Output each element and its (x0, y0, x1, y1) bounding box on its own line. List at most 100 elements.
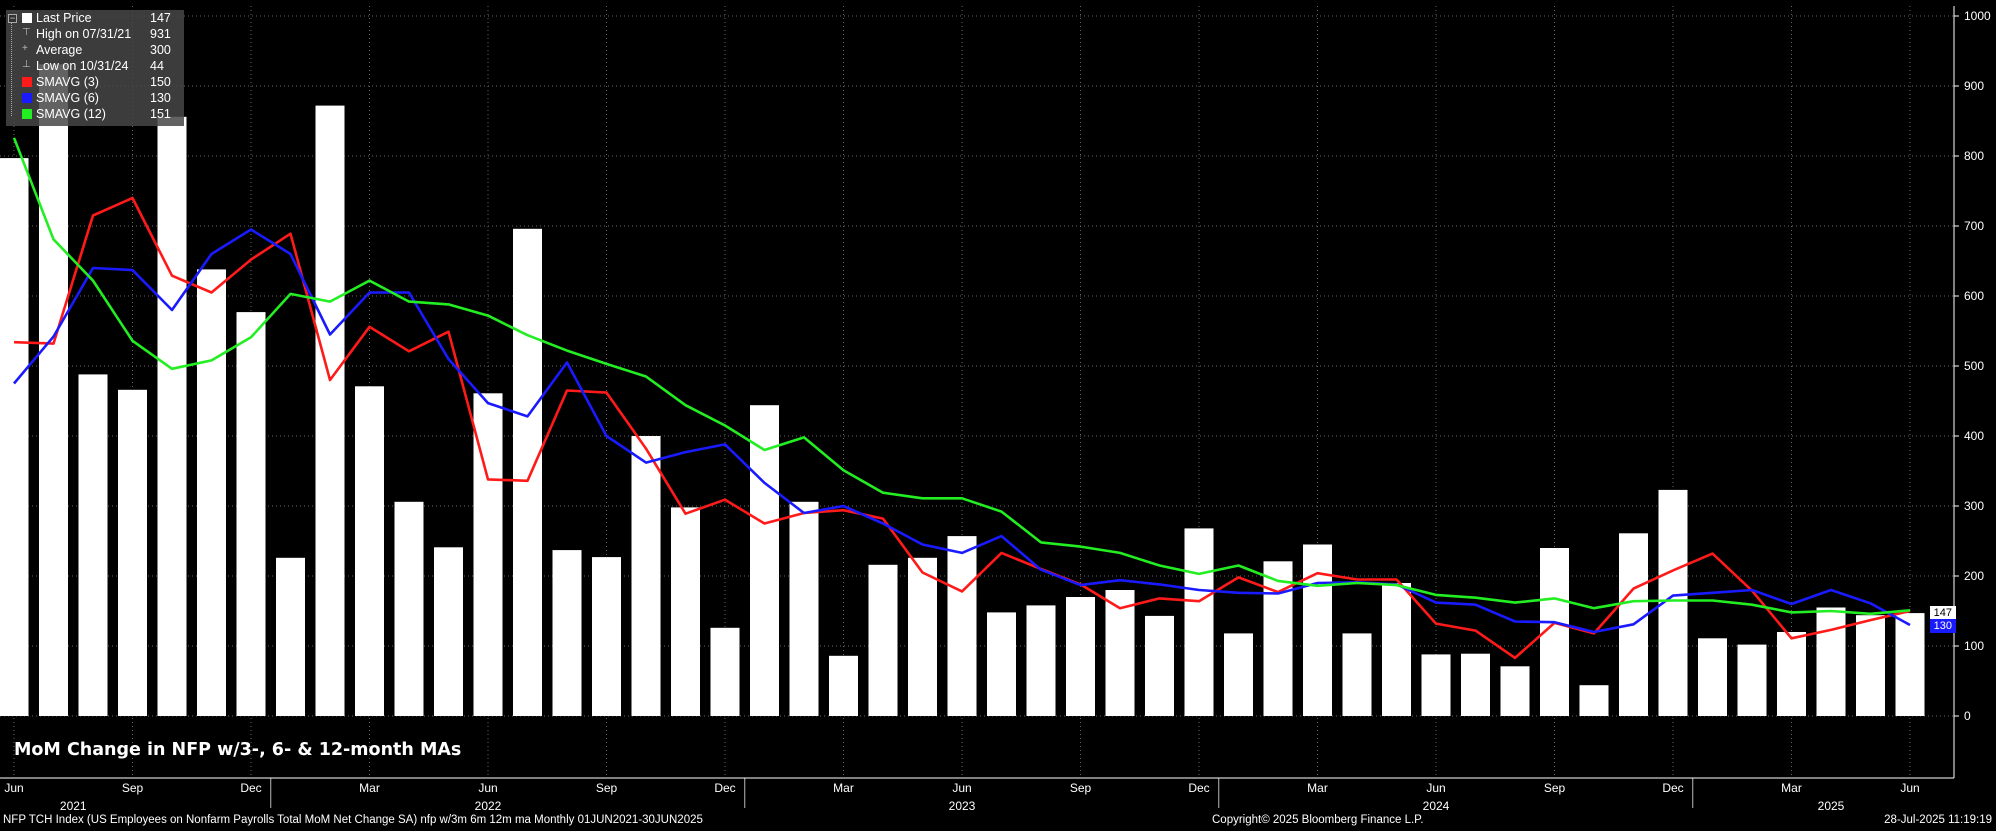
legend-label: Last Price (36, 11, 92, 25)
bar (236, 312, 266, 716)
bar (118, 389, 147, 716)
x-tick-label: Mar (359, 781, 380, 795)
y-tick-label: 1000 (1964, 9, 1991, 23)
y-tick-label: 200 (1964, 569, 1984, 583)
y-tick-label: 400 (1964, 429, 1984, 443)
legend-symbol-icon: ⊤ (22, 27, 31, 38)
line-series (12, 137, 1911, 660)
x-tick-label: Dec (1662, 781, 1683, 795)
x-tick-label: Sep (1070, 781, 1092, 795)
legend-item[interactable]: SMAVG (6) 130 (6, 90, 184, 106)
line-smavg-6- (13, 228, 1911, 634)
bar (710, 627, 740, 716)
last-value-tag: 147 (1929, 606, 1956, 620)
bar (1026, 605, 1056, 716)
axes: 0 100 200 300 400 500 600 700 800 900 1000 Jun Sep De… (0, 6, 1991, 813)
bar (78, 374, 108, 716)
x-tick-label: Jun (478, 781, 497, 795)
y-tick-label: 900 (1964, 79, 1984, 93)
y-tick-label: 800 (1964, 149, 1984, 163)
footer-copyright: Copyright© 2025 Bloomberg Finance L.P. (1212, 814, 1424, 826)
bar-series (0, 64, 1925, 717)
x-tick-label: Dec (714, 781, 735, 795)
y-tick-label: 0 (1964, 709, 1971, 723)
bar (1461, 653, 1490, 716)
y-tick-label: 300 (1964, 499, 1984, 513)
bar (1184, 528, 1214, 716)
bar (1698, 638, 1727, 716)
footer-timestamp: 28-Jul-2025 11:19:19 (1884, 814, 1992, 826)
bar (394, 501, 424, 716)
bar (592, 557, 621, 716)
bar (671, 507, 700, 716)
footer-description: NFP TCH Index (US Employees on Nonfarm P… (3, 814, 703, 826)
bar (1895, 613, 1925, 716)
x-tick-label: Jun (952, 781, 971, 795)
bar (513, 228, 542, 717)
legend-label: SMAVG (12) (36, 107, 106, 121)
bar (947, 536, 977, 716)
legend-label: SMAVG (3) (36, 75, 99, 89)
x-tick-label: Mar (1307, 781, 1328, 795)
year-label: 2025 (1818, 799, 1845, 813)
legend-item[interactable]: ⊥ Low on 10/31/24 44 (6, 58, 184, 74)
bar (1500, 666, 1530, 716)
bar (1579, 685, 1609, 716)
bar (1382, 583, 1411, 716)
legend-value: 44 (150, 59, 164, 73)
bar (197, 269, 226, 716)
bar (1856, 615, 1885, 716)
legend-symbol-icon: ⊥ (22, 59, 31, 70)
year-label: 2022 (475, 799, 502, 813)
legend-item[interactable]: ⊤ High on 07/31/21 931 (6, 26, 184, 42)
x-tick-label: Jun (1426, 781, 1445, 795)
bar (434, 547, 463, 716)
bar (1303, 544, 1332, 716)
y-tick-label: 100 (1964, 639, 1984, 653)
x-tick-label: Dec (1188, 781, 1209, 795)
legend-value: 130 (150, 91, 171, 105)
bar (552, 550, 582, 716)
x-tick-label: Mar (1781, 781, 1802, 795)
x-tick-label: Mar (833, 781, 854, 795)
bar (1066, 597, 1095, 716)
legend-item[interactable]: SMAVG (3) 150 (6, 74, 184, 90)
legend-value: 931 (150, 27, 171, 41)
legend-item[interactable]: + Average 300 (6, 42, 184, 58)
legend-symbol-icon (22, 109, 32, 119)
year-label: 2023 (949, 799, 976, 813)
bar (789, 501, 819, 716)
legend-tree-line (11, 18, 18, 116)
bar (1342, 633, 1372, 716)
x-tick-label: Jun (1900, 781, 1919, 795)
legend-item[interactable]: Last Price 147 (6, 10, 184, 26)
legend-value: 151 (150, 107, 171, 121)
year-label: 2021 (60, 799, 87, 813)
y-tick-label: 700 (1964, 219, 1984, 233)
bar (276, 557, 305, 716)
bar (1816, 607, 1846, 716)
bar (315, 105, 345, 717)
x-tick-label: Jun (4, 781, 23, 795)
x-tick-label: Sep (596, 781, 618, 795)
bar (868, 564, 898, 716)
bar (355, 386, 384, 716)
legend-value: 147 (150, 11, 171, 25)
legend-symbol-icon (22, 93, 32, 103)
legend-value: 300 (150, 43, 171, 57)
y-tick-label: 600 (1964, 289, 1984, 303)
line-smavg-3- (13, 196, 1911, 660)
x-tick-label: Sep (122, 781, 144, 795)
bar (0, 158, 29, 717)
bar (39, 64, 68, 717)
bar (750, 405, 779, 716)
bar (987, 612, 1016, 716)
collapse-icon[interactable]: − (8, 13, 17, 23)
legend-symbol-icon (22, 77, 32, 87)
bar (829, 655, 858, 716)
bar (631, 436, 661, 716)
legend-item[interactable]: SMAVG (12) 151 (6, 106, 184, 122)
bar (1105, 590, 1135, 716)
legend-label: SMAVG (6) (36, 91, 99, 105)
